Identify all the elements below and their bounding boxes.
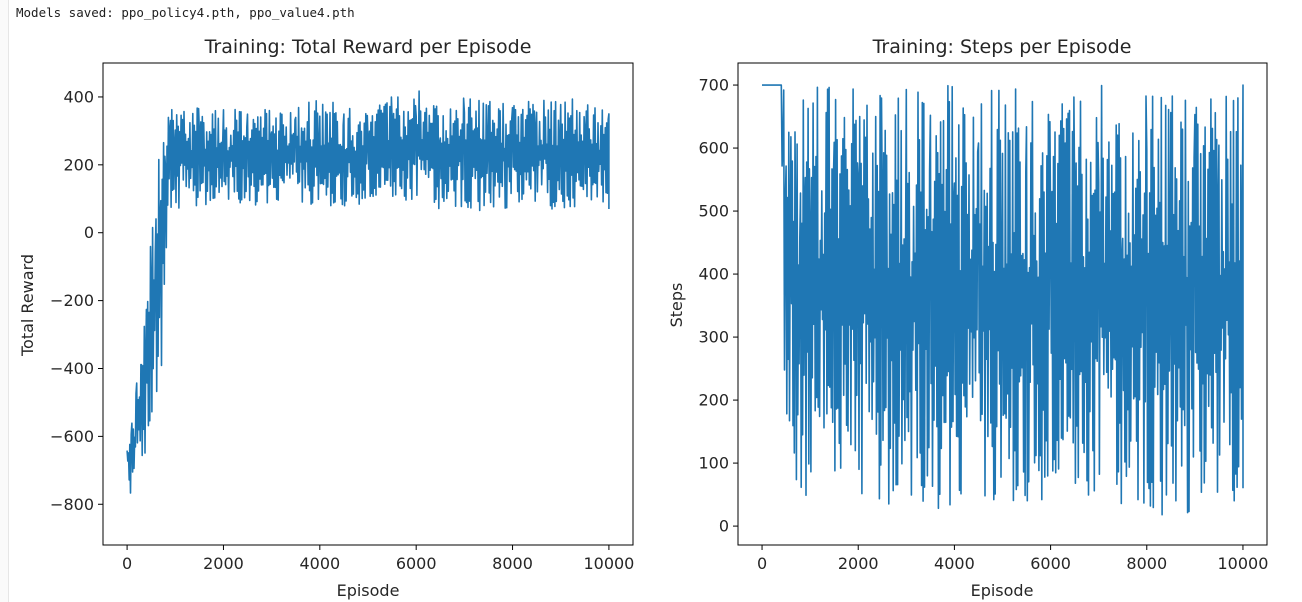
y-axis-label: Steps <box>667 283 686 328</box>
y-tick-label: 400 <box>63 87 94 106</box>
stdout-text: Models saved: ppo_policy4.pth, ppo_value… <box>16 5 355 20</box>
x-tick-label: 8000 <box>492 554 533 573</box>
series-line <box>126 90 610 494</box>
output-gutter <box>0 0 9 602</box>
x-tick-label: 2000 <box>838 554 879 573</box>
y-axis-ticks: −800 −600 −400 −200 0 200 400 <box>50 87 103 514</box>
chart-title: Training: Steps per Episode <box>872 36 1132 58</box>
series-line <box>761 84 1244 516</box>
x-tick-label: 4000 <box>934 554 975 573</box>
plot-area <box>761 84 1244 516</box>
x-axis-ticks: 0 2000 4000 6000 8000 10000 <box>122 545 634 573</box>
x-tick-label: 6000 <box>1030 554 1071 573</box>
y-tick-label: 0 <box>719 517 729 536</box>
x-axis-label: Episode <box>971 581 1034 600</box>
y-tick-label: −600 <box>50 427 94 446</box>
x-axis-label: Episode <box>337 581 400 600</box>
y-axis-label: Total Reward <box>18 254 37 357</box>
y-tick-label: −800 <box>50 495 94 514</box>
y-tick-label: 200 <box>63 155 94 174</box>
y-tick-label: −200 <box>50 291 94 310</box>
y-tick-label: 300 <box>698 328 729 347</box>
x-tick-label: 10000 <box>1218 554 1269 573</box>
chart-title: Training: Total Reward per Episode <box>204 36 532 58</box>
chart-steps: Training: Steps per Episode 0 2000 4000 600… <box>667 36 1268 600</box>
y-tick-label: 700 <box>698 76 729 95</box>
x-tick-label: 8000 <box>1126 554 1167 573</box>
y-tick-label: 100 <box>698 454 729 473</box>
y-tick-label: 600 <box>698 139 729 158</box>
y-tick-label: 500 <box>698 202 729 221</box>
x-tick-label: 0 <box>122 554 132 573</box>
axes-frame <box>737 62 1268 546</box>
y-tick-label: 0 <box>84 223 94 242</box>
y-axis-ticks: 0 100 200 300 400 500 600 700 <box>698 76 738 536</box>
x-tick-label: 2000 <box>203 554 244 573</box>
x-axis-ticks: 0 2000 4000 6000 8000 10000 <box>757 545 1268 573</box>
plot-area <box>126 90 610 494</box>
y-tick-label: 400 <box>698 265 729 284</box>
y-tick-label: −400 <box>50 359 94 378</box>
x-tick-label: 6000 <box>396 554 437 573</box>
x-tick-label: 4000 <box>299 554 340 573</box>
y-tick-label: 200 <box>698 391 729 410</box>
x-tick-label: 0 <box>757 554 767 573</box>
x-tick-label: 10000 <box>583 554 634 573</box>
chart-total-reward: Training: Total Reward per Episode 0 2000… <box>18 36 634 600</box>
axes-frame <box>102 62 634 546</box>
